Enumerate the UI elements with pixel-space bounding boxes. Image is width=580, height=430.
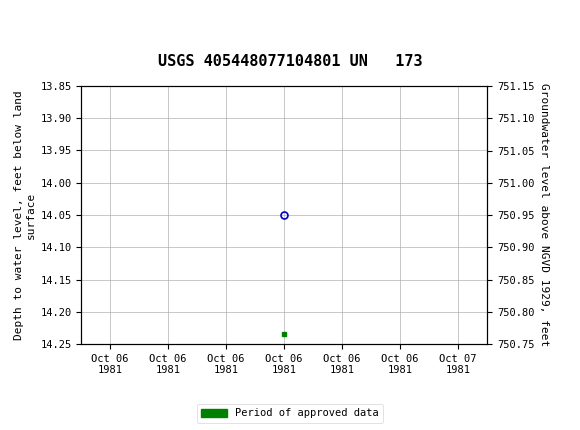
Y-axis label: Groundwater level above NGVD 1929, feet: Groundwater level above NGVD 1929, feet: [539, 83, 549, 347]
Y-axis label: Depth to water level, feet below land
surface: Depth to water level, feet below land su…: [14, 90, 36, 340]
Text: ≡USGS: ≡USGS: [9, 12, 90, 31]
Legend: Period of approved data: Period of approved data: [197, 404, 383, 423]
Text: USGS 405448077104801 UN   173: USGS 405448077104801 UN 173: [158, 54, 422, 69]
